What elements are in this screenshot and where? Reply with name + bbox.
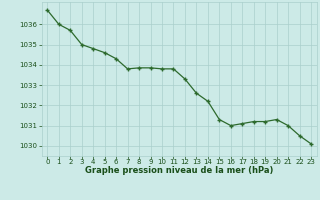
X-axis label: Graphe pression niveau de la mer (hPa): Graphe pression niveau de la mer (hPa) (85, 166, 273, 175)
